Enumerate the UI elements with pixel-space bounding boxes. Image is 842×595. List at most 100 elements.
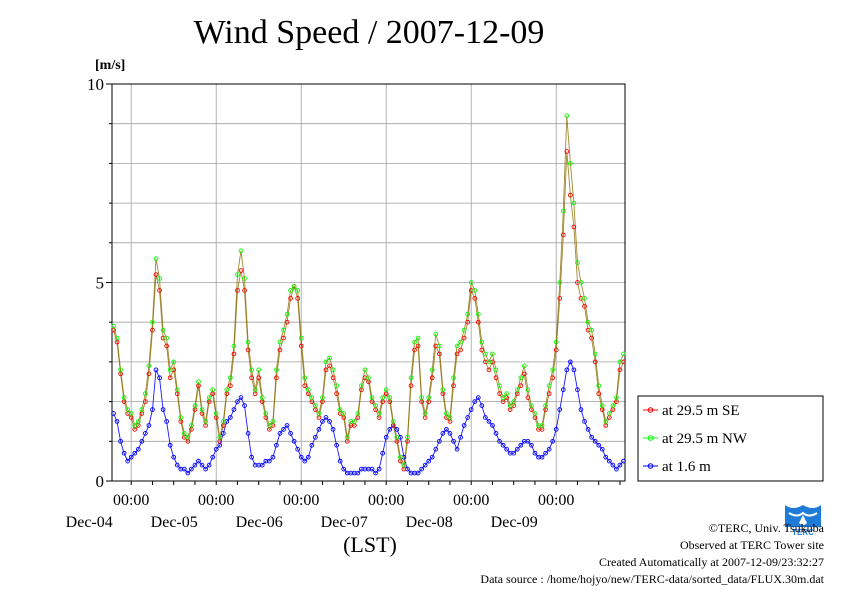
data-point: [504, 446, 509, 452]
data-point: [621, 458, 626, 464]
data-point: [518, 375, 524, 381]
data-point: [157, 288, 162, 293]
data-point: [603, 419, 609, 424]
data-point: [341, 466, 347, 472]
data-point: [143, 431, 148, 436]
data-point: [235, 272, 240, 277]
source-text: Data source : /home/hojyo/new/TERC-data/…: [480, 572, 824, 586]
data-point: [560, 387, 566, 393]
data-point: [606, 458, 612, 464]
data-point: [546, 446, 552, 452]
data-point: [228, 375, 233, 381]
data-point: [589, 335, 594, 341]
data-point: [571, 367, 577, 373]
data-point: [518, 442, 524, 448]
data-point: [277, 431, 283, 436]
data-point: [334, 442, 339, 448]
data-point: [479, 339, 485, 345]
data-point: [504, 391, 509, 397]
data-point: [451, 383, 456, 389]
data-point: [114, 419, 120, 424]
data-point: [500, 442, 506, 448]
data-point: [327, 419, 332, 424]
data-point: [507, 403, 513, 408]
y-tick-label: 5: [96, 274, 105, 293]
data-point: [295, 296, 301, 301]
legend-label: at 29.5 m SE: [662, 403, 740, 419]
data-point: [483, 415, 488, 420]
data-point: [181, 466, 187, 472]
data-point: [266, 458, 272, 464]
data-point: [525, 387, 531, 393]
data-point: [298, 343, 304, 349]
data-point: [546, 391, 552, 397]
data-point: [486, 367, 492, 373]
data-point: [238, 268, 244, 273]
data-point: [376, 466, 382, 472]
data-point: [192, 403, 198, 408]
data-point: [164, 419, 169, 424]
data-point: [525, 395, 531, 400]
data-point: [610, 462, 616, 468]
data-point: [557, 280, 563, 285]
data-point: [132, 423, 138, 428]
data-point: [118, 438, 123, 444]
data-point: [128, 411, 134, 416]
data-point: [199, 407, 205, 412]
data-point: [458, 434, 463, 440]
data-point: [599, 403, 605, 408]
data-point: [433, 331, 439, 337]
data-point: [327, 355, 332, 361]
data-point: [189, 423, 194, 428]
legend-label: at 1.6 m: [662, 459, 711, 475]
data-point: [599, 446, 605, 452]
data-point: [228, 383, 233, 389]
legend-box: [637, 395, 824, 482]
x-tick-date-label: Dec-09: [491, 514, 538, 531]
data-point: [394, 427, 400, 432]
data-point: [440, 387, 446, 393]
data-point: [529, 403, 534, 408]
data-point: [514, 446, 520, 452]
data-point: [337, 458, 343, 464]
data-point: [288, 431, 293, 436]
data-point: [291, 438, 297, 444]
data-point: [465, 319, 471, 325]
data-point: [210, 387, 216, 393]
data-point: [529, 442, 534, 448]
data-point: [228, 415, 233, 420]
data-point: [266, 423, 272, 428]
data-point: [497, 438, 502, 444]
data-point: [192, 462, 198, 468]
data-point: [497, 383, 502, 389]
data-point: [242, 276, 247, 281]
data-point: [288, 296, 293, 301]
data-point: [568, 359, 573, 365]
data-point: [185, 470, 191, 476]
data-point: [578, 407, 584, 412]
created-text: Created Automatically at 2007-12-09/23:3…: [599, 555, 824, 569]
terc-logo: TERC: [783, 503, 823, 537]
data-point: [284, 423, 290, 428]
data-point: [553, 347, 559, 353]
data-point: [305, 454, 311, 460]
data-point: [309, 395, 315, 400]
data-point: [412, 347, 417, 353]
data-point: [185, 434, 191, 440]
data-point: [444, 411, 449, 416]
data-point: [153, 367, 159, 373]
data-point: [560, 208, 566, 214]
data-point: [150, 319, 155, 325]
data-point: [578, 280, 584, 285]
data-point: [146, 363, 152, 369]
data-point: [125, 458, 131, 464]
data-point: [514, 387, 520, 393]
data-point: [231, 343, 237, 349]
data-point: [277, 347, 283, 353]
data-point: [553, 339, 559, 345]
data-point: [284, 319, 290, 325]
data-point: [550, 375, 556, 381]
data-point: [394, 434, 400, 440]
data-point: [220, 419, 226, 424]
data-point: [589, 327, 594, 333]
